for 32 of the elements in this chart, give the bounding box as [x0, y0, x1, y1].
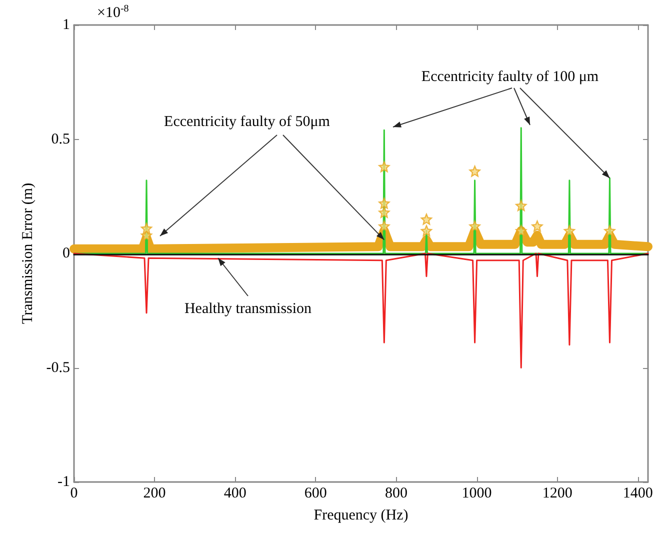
x-tick-label: 400: [224, 486, 246, 502]
y-axis-title: Transmission Error (m): [20, 182, 36, 324]
x-tick-label: 1400: [622, 486, 653, 502]
annotation: Healthy transmission: [184, 301, 312, 317]
x-tick-label: 800: [384, 486, 408, 502]
point: [378, 206, 390, 218]
x-axis-title: Frequency (Hz): [314, 508, 408, 524]
point: [378, 220, 390, 232]
annotation: Eccentricity faulty of 50μm: [164, 114, 330, 130]
point: [469, 166, 480, 177]
point: [532, 220, 543, 232]
point: [378, 161, 390, 172]
point: [469, 220, 480, 232]
point: [564, 225, 576, 236]
y-tick-label: 0.5: [51, 131, 70, 148]
y-tick-label: -1: [58, 474, 70, 490]
annotation: Eccentricity faulty of 100 μm: [421, 69, 599, 85]
point: [516, 225, 527, 236]
point: [604, 225, 616, 236]
y-tick-label: 1: [62, 17, 70, 33]
point: [140, 222, 152, 234]
point: [378, 198, 390, 209]
line-series: [73, 252, 649, 368]
y-tick-label: 0: [62, 246, 70, 262]
y-tick-label: -0.5: [46, 360, 70, 376]
point: [420, 214, 432, 225]
x-tick-label: 200: [143, 486, 166, 502]
x-tick-label: 1000: [462, 486, 492, 502]
point: [516, 200, 527, 212]
point: [420, 225, 432, 236]
x-tick-label: 600: [304, 486, 327, 502]
x-tick-label: 1200: [542, 486, 572, 502]
